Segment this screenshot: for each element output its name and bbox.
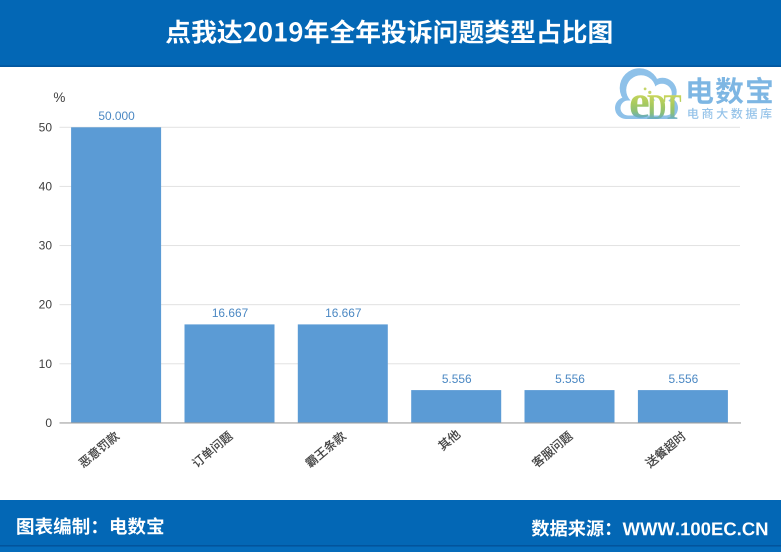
svg-text:%: % [53, 90, 65, 105]
svg-text:5.556: 5.556 [555, 372, 585, 386]
svg-text:10: 10 [39, 357, 53, 371]
svg-text:0: 0 [45, 416, 52, 430]
svg-text:50: 50 [39, 120, 53, 134]
svg-text:5.556: 5.556 [669, 372, 699, 386]
svg-text:40: 40 [39, 179, 53, 193]
svg-text:5.556: 5.556 [442, 372, 472, 386]
svg-text:16.667: 16.667 [212, 306, 249, 320]
svg-text:20: 20 [39, 298, 53, 312]
svg-text:50.000: 50.000 [98, 109, 135, 123]
svg-text:16.667: 16.667 [325, 306, 362, 320]
svg-text:30: 30 [39, 239, 53, 253]
